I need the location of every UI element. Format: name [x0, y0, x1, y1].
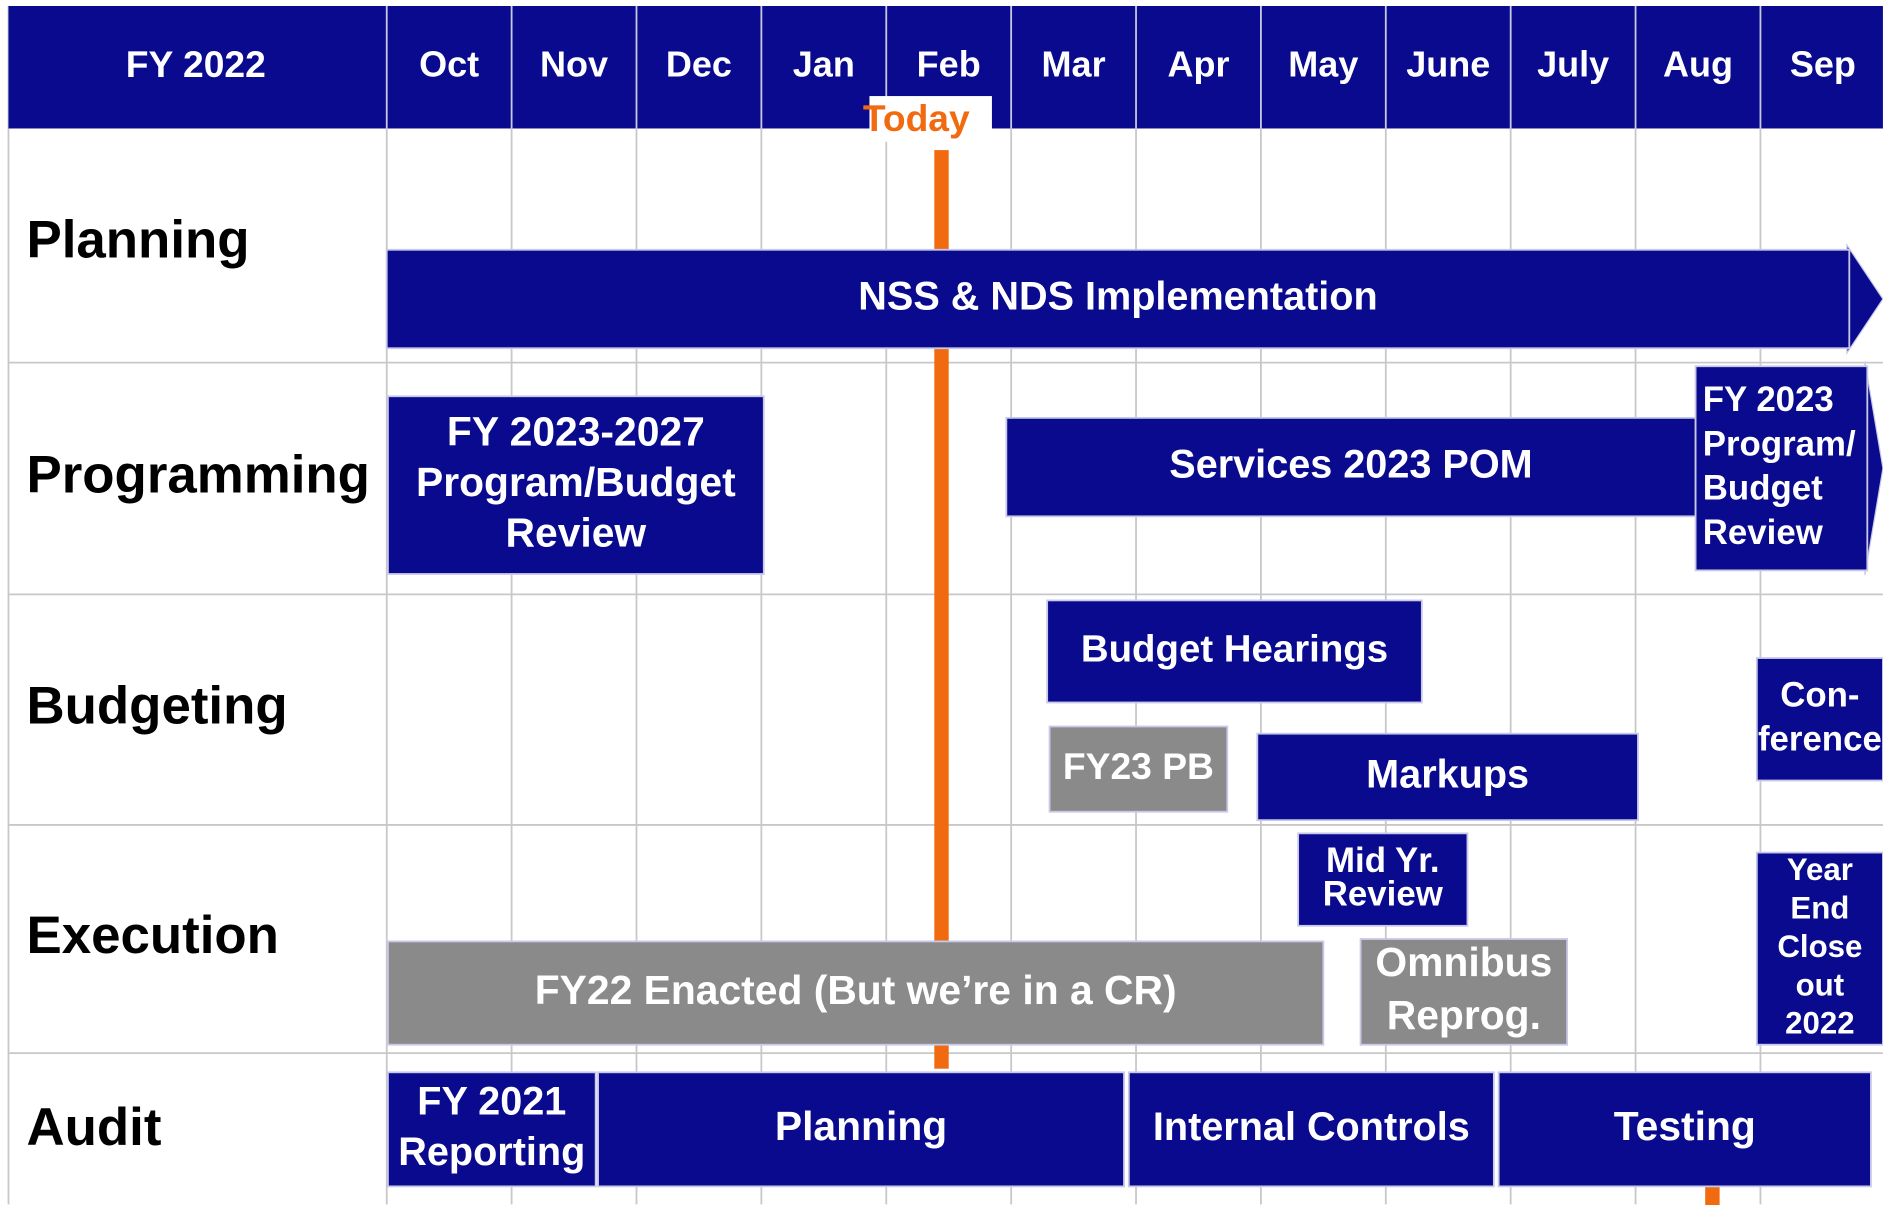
row-label: Audit	[26, 1098, 161, 1157]
bar-label: Testing	[1614, 1103, 1756, 1149]
bar	[387, 940, 1325, 1046]
today-label: Today	[863, 97, 970, 139]
month-label: July	[1537, 44, 1609, 85]
bar-label: Review	[1323, 875, 1444, 914]
bar-label: ference	[1758, 720, 1882, 759]
today-line	[934, 150, 949, 1069]
month-label: Jan	[793, 44, 855, 85]
bar-label: Budget Hearings	[1081, 628, 1388, 671]
bar-label: FY 2021	[417, 1080, 566, 1124]
bar-arrow	[1846, 242, 1883, 356]
bar-label: Reporting	[398, 1130, 585, 1174]
bar	[1694, 365, 1869, 572]
bar-label: Con-	[1780, 675, 1859, 714]
bar-label: NSS & NDS Implementation	[858, 274, 1377, 318]
month-label: May	[1288, 44, 1358, 85]
month-label: Nov	[540, 44, 608, 85]
month-label: Aug	[1663, 44, 1733, 85]
today-line	[1705, 1186, 1720, 1205]
month-label: Sep	[1790, 44, 1856, 85]
bar-label: Mid Yr.	[1326, 841, 1440, 880]
bar-label: Program/	[1703, 424, 1856, 463]
bar-label: Close	[1777, 929, 1862, 964]
month-label: Dec	[666, 44, 732, 85]
row-label: Planning	[26, 211, 249, 270]
bar	[597, 1071, 1125, 1188]
row-label: Execution	[26, 906, 278, 965]
bar	[1256, 732, 1639, 822]
month-label: Apr	[1167, 44, 1229, 85]
bar-label: Review	[506, 509, 647, 555]
bar-label: Planning	[775, 1103, 947, 1149]
month-label: June	[1406, 44, 1490, 85]
bar-label: 2022	[1785, 1006, 1854, 1041]
bar-label: FY22 Enacted (But we’re in a CR)	[535, 967, 1177, 1013]
bar	[1005, 416, 1697, 518]
row-label: Budgeting	[26, 677, 287, 736]
bar-label: Review	[1703, 513, 1824, 552]
bar-label: out	[1796, 967, 1845, 1002]
month-label: Oct	[419, 44, 479, 85]
bar-label: Omnibus	[1375, 939, 1552, 985]
bar-label: Internal Controls	[1153, 1105, 1470, 1149]
bar-label: FY 2023	[1703, 380, 1834, 419]
bar-label: Reprog.	[1387, 992, 1541, 1038]
bar-label: FY23 PB	[1063, 745, 1214, 787]
bar-label: Year	[1787, 852, 1853, 887]
bar	[1127, 1071, 1495, 1188]
bar-label: Markups	[1366, 752, 1529, 796]
bar	[385, 248, 1851, 350]
row-label: Programming	[26, 445, 369, 504]
month-label: Mar	[1042, 44, 1106, 85]
bar-label: FY 2023-2027	[447, 408, 705, 454]
bar-label: Program/Budget	[416, 459, 736, 505]
bar	[1297, 832, 1469, 927]
bar	[387, 1071, 597, 1188]
bar-label: Services 2023 POM	[1169, 443, 1532, 487]
bar	[1046, 599, 1423, 704]
bar	[1497, 1071, 1872, 1188]
bar	[387, 395, 765, 575]
bar	[1755, 851, 1883, 1046]
bar	[1048, 725, 1229, 813]
bar-label: Budget	[1703, 469, 1823, 508]
bar-label: End	[1790, 890, 1849, 925]
bar	[1359, 938, 1569, 1046]
month-label: Feb	[917, 44, 981, 85]
today-box	[869, 96, 992, 142]
header-title: FY 2022	[126, 43, 266, 85]
